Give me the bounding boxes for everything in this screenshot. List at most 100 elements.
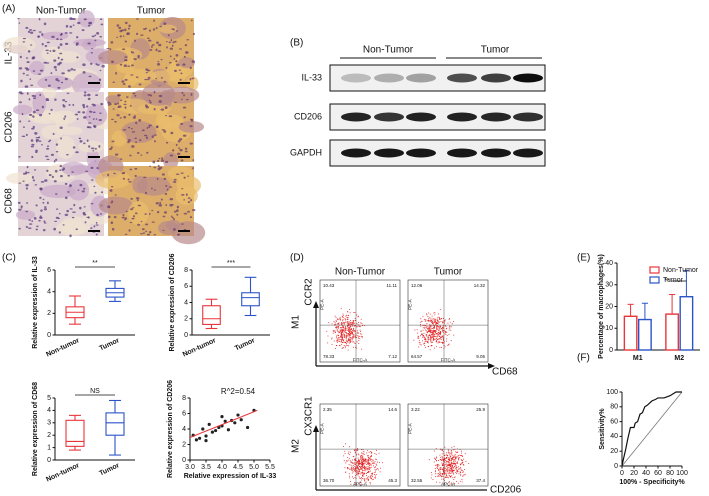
- flow-event: [433, 334, 435, 336]
- flow-event: [427, 328, 429, 330]
- point: [239, 418, 243, 422]
- flow-event: [444, 468, 446, 470]
- flow-event: [436, 481, 438, 483]
- y-tick-label: 0: [182, 457, 186, 464]
- flow-event: [366, 459, 368, 461]
- flow-event: [352, 323, 354, 325]
- flow-event: [370, 454, 372, 456]
- flow-event: [445, 476, 447, 478]
- nucleus: [151, 221, 155, 223]
- nucleus: [82, 211, 86, 215]
- flow-event: [432, 325, 434, 327]
- nucleus: [169, 198, 174, 201]
- y-tick-label: 4: [184, 299, 188, 306]
- flow-event: [357, 336, 359, 338]
- flow-event: [339, 331, 341, 333]
- flow-event: [344, 443, 346, 445]
- nucleus: [176, 63, 180, 67]
- flow-event: [358, 454, 360, 456]
- flow-event: [352, 467, 354, 469]
- flow-event: [354, 331, 356, 333]
- flow-event: [450, 470, 452, 472]
- tissue-region: [95, 170, 131, 190]
- nucleus: [46, 147, 50, 150]
- nucleus: [94, 147, 97, 150]
- flow-event: [371, 476, 373, 478]
- blot-band: [374, 112, 404, 122]
- flow-event: [354, 337, 356, 339]
- flow-event: [440, 449, 442, 451]
- nucleus: [39, 69, 44, 72]
- flow-event: [350, 341, 352, 343]
- nucleus: [55, 143, 59, 146]
- nucleus: [127, 65, 131, 67]
- channel-label: APC-A: [353, 482, 367, 487]
- flow-event: [436, 457, 438, 459]
- flow-event: [352, 341, 354, 343]
- flow-event: [357, 326, 359, 328]
- nucleus: [57, 86, 61, 89]
- flow-event: [434, 320, 436, 322]
- flow-event: [341, 331, 343, 333]
- y-tick-label: 30: [605, 282, 613, 289]
- nucleus: [79, 206, 82, 210]
- nucleus: [69, 234, 72, 238]
- nucleus: [189, 118, 193, 121]
- nucleus: [157, 61, 160, 63]
- nucleus: [32, 115, 35, 118]
- nucleus: [83, 91, 87, 94]
- flow-event: [423, 338, 425, 340]
- flow-event: [450, 461, 452, 463]
- flow-event: [335, 328, 337, 330]
- flow-event: [436, 456, 438, 458]
- nucleus: [142, 232, 146, 234]
- flow-event: [348, 473, 350, 475]
- flow-event: [335, 319, 337, 321]
- flow-event: [362, 462, 364, 464]
- flow-event: [434, 333, 436, 335]
- flow-event: [440, 467, 442, 469]
- y-tick-label: 3: [47, 420, 51, 427]
- nucleus: [114, 102, 118, 106]
- flow-event: [425, 339, 427, 341]
- nucleus: [191, 60, 195, 64]
- nucleus: [90, 203, 94, 205]
- flow-event: [450, 464, 452, 466]
- nucleus: [94, 34, 97, 37]
- flow-event: [374, 469, 376, 471]
- flow-event: [439, 336, 441, 338]
- nucleus: [62, 224, 65, 226]
- nucleus: [113, 172, 116, 175]
- flow-event: [425, 327, 427, 329]
- nucleus: [100, 191, 104, 194]
- x-tick-label: 4.5: [233, 464, 243, 471]
- nucleus: [50, 153, 55, 156]
- nucleus: [134, 137, 137, 140]
- blot-band: [513, 112, 543, 122]
- flow-event: [433, 336, 435, 338]
- tissue-region: [141, 82, 176, 106]
- flow-event: [334, 315, 336, 317]
- tissue-region: [40, 184, 77, 199]
- flow-event: [358, 476, 360, 478]
- nucleus: [187, 175, 190, 177]
- flow-event: [353, 462, 355, 464]
- flow-event: [431, 320, 433, 322]
- flow-event: [438, 464, 440, 466]
- flow-event: [334, 329, 336, 331]
- flow-event: [340, 319, 342, 321]
- flow-event: [434, 476, 436, 478]
- flow-event: [342, 313, 344, 315]
- flow-event: [357, 470, 359, 472]
- flow-event: [353, 484, 355, 486]
- flow-event: [450, 329, 452, 331]
- flow-event: [378, 452, 380, 454]
- flow-event: [367, 457, 369, 459]
- flow-event: [433, 333, 435, 335]
- nucleus: [25, 210, 29, 213]
- flow-event: [445, 466, 447, 468]
- nucleus: [128, 24, 131, 28]
- flow-event: [418, 346, 420, 348]
- flow-event: [365, 468, 367, 470]
- nucleus: [184, 147, 188, 150]
